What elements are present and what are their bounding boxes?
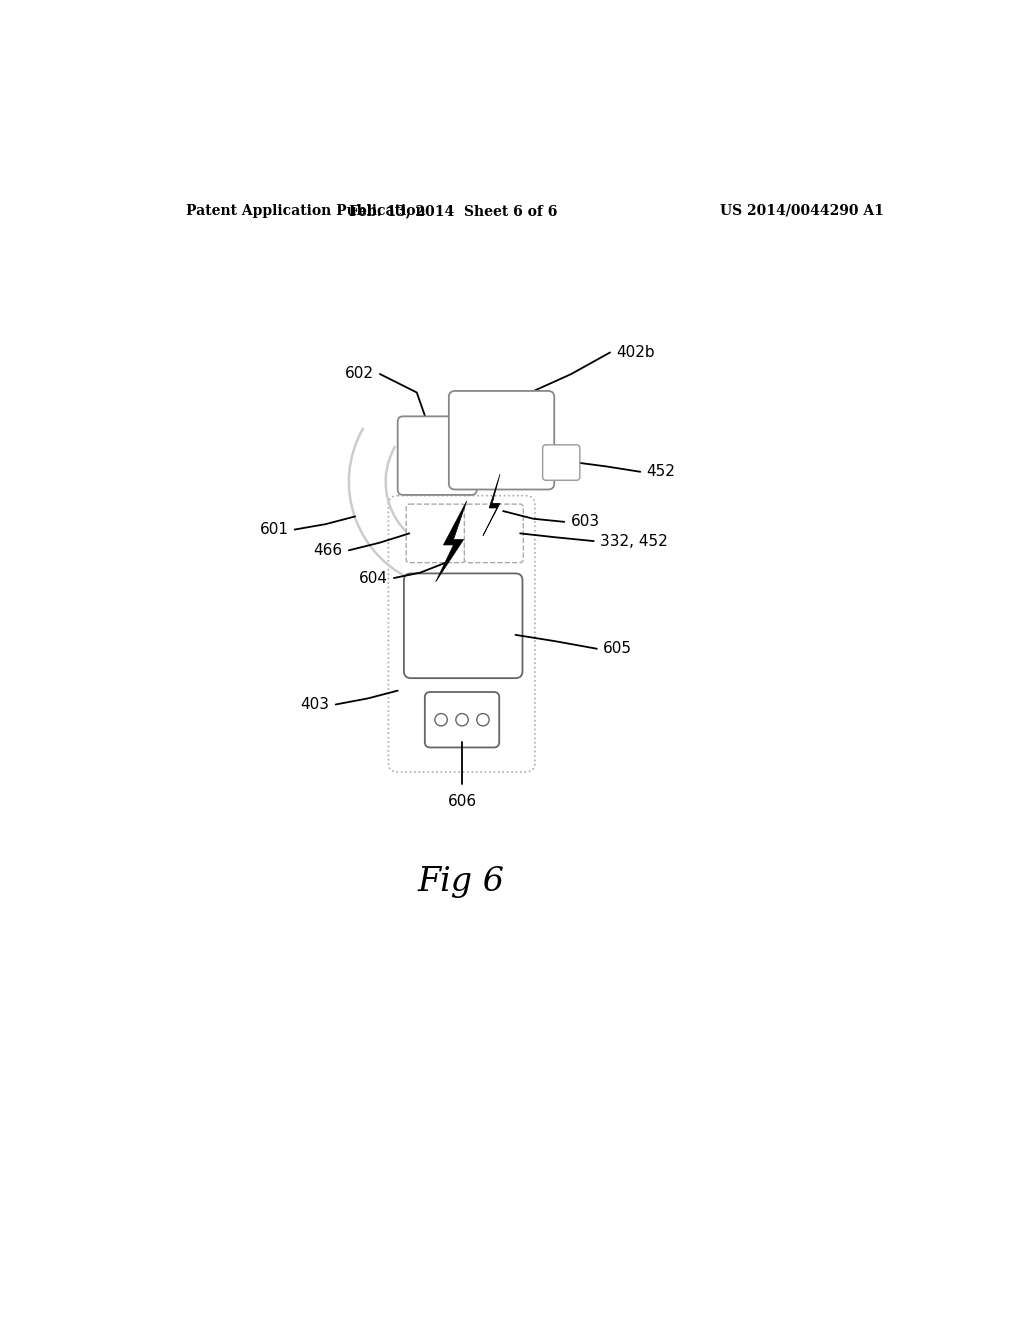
Text: Feb. 13, 2014  Sheet 6 of 6: Feb. 13, 2014 Sheet 6 of 6 bbox=[349, 203, 558, 218]
Text: 452: 452 bbox=[646, 465, 676, 479]
FancyBboxPatch shape bbox=[543, 445, 580, 480]
Polygon shape bbox=[435, 502, 467, 582]
FancyBboxPatch shape bbox=[388, 496, 535, 772]
Text: 601: 601 bbox=[259, 521, 289, 537]
Text: 603: 603 bbox=[570, 515, 600, 529]
Text: Fig 6: Fig 6 bbox=[418, 866, 505, 898]
Text: Patent Application Publication: Patent Application Publication bbox=[186, 203, 426, 218]
Text: 466: 466 bbox=[313, 543, 343, 558]
FancyBboxPatch shape bbox=[425, 692, 500, 747]
Text: 606: 606 bbox=[447, 795, 476, 809]
FancyBboxPatch shape bbox=[397, 416, 477, 495]
Text: 605: 605 bbox=[603, 642, 632, 656]
FancyBboxPatch shape bbox=[464, 504, 523, 562]
Polygon shape bbox=[483, 474, 500, 536]
FancyBboxPatch shape bbox=[403, 573, 522, 678]
Text: US 2014/0044290 A1: US 2014/0044290 A1 bbox=[720, 203, 884, 218]
FancyBboxPatch shape bbox=[407, 504, 465, 562]
FancyBboxPatch shape bbox=[449, 391, 554, 490]
Text: 602: 602 bbox=[345, 367, 374, 381]
Text: 403: 403 bbox=[300, 697, 330, 711]
Text: 402b: 402b bbox=[616, 345, 655, 360]
Text: 332, 452: 332, 452 bbox=[600, 533, 668, 549]
Text: 604: 604 bbox=[358, 570, 388, 586]
